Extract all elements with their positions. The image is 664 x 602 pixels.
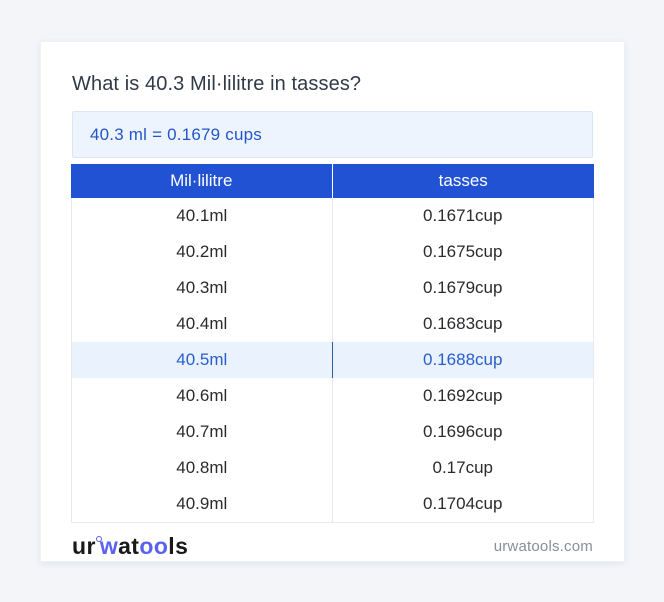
table-row[interactable]: 40.7ml 0.1696cup: [72, 414, 593, 450]
millilitre-value: 40.5ml: [72, 342, 333, 378]
page-title: What is 40.3 Mil·lilitre in tasses?: [72, 73, 362, 95]
table-row[interactable]: 40.4ml 0.1683cup: [72, 306, 593, 342]
footer: ur w at oo ls urwatools.com: [72, 523, 593, 563]
cup-value: 0.1692cup: [423, 386, 503, 405]
table-header-row: Mil·lilitre tasses: [71, 164, 594, 198]
converter-card: What is 40.3 Mil·lilitre in tasses? 40.3…: [40, 41, 625, 562]
millilitre-value: 40.8ml: [72, 450, 333, 486]
table-row[interactable]: 40.8ml 0.17cup: [72, 450, 593, 486]
table-body: 40.1ml 0.1671cup 40.2ml 0.1675cup 40.3ml 0.16…: [71, 198, 594, 523]
conversion-result-box: 40.3 ml = 0.1679 cups: [72, 111, 593, 158]
cup-value: 0.1696cup: [423, 422, 503, 441]
logo-text-part: at: [118, 533, 140, 559]
logo-text-part: ls: [168, 533, 189, 559]
site-domain-text: urwatools.com: [493, 538, 593, 555]
logo-text-part: w: [99, 533, 119, 559]
millilitre-value: 40.6ml: [72, 378, 333, 414]
cup-value: 0.1675cup: [423, 242, 503, 261]
millilitre-value: 40.1ml: [72, 198, 333, 234]
table-row[interactable]: 40.1ml 0.1671cup: [72, 198, 593, 234]
table-row[interactable]: 40.2ml 0.1675cup: [72, 234, 593, 270]
conversion-result-text: 40.3 ml = 0.1679 cups: [90, 124, 262, 144]
cup-value: 0.1688cup: [423, 350, 503, 369]
table-row[interactable]: 40.3ml 0.1679cup: [72, 270, 593, 306]
logo-text-part: ur: [72, 533, 96, 559]
cup-value: 0.1704cup: [423, 494, 503, 513]
millilitre-value: 40.7ml: [72, 414, 333, 450]
logo-ring-icon: [95, 536, 102, 542]
logo-text-part: oo: [139, 533, 169, 559]
table-header-tasses: tasses: [438, 171, 488, 190]
millilitre-value: 40.9ml: [72, 486, 333, 522]
cup-value: 0.1679cup: [423, 278, 503, 297]
cup-value: 0.1683cup: [423, 314, 503, 333]
conversion-table: Mil·lilitre tasses 40.1ml 0.1671cup 40.2ml…: [71, 164, 594, 523]
table-row[interactable]: 40.6ml 0.1692cup: [72, 378, 593, 414]
millilitre-value: 40.3ml: [72, 270, 333, 306]
cup-value: 0.1671cup: [423, 206, 503, 225]
millilitre-value: 40.4ml: [72, 306, 333, 342]
table-row[interactable]: 40.9ml 0.1704cup: [72, 486, 593, 522]
table-header-millilitre: Mil·lilitre: [71, 164, 333, 198]
urwatools-logo[interactable]: ur w at oo ls: [72, 533, 188, 560]
millilitre-value: 40.2ml: [72, 234, 333, 270]
cup-value: 0.17cup: [432, 458, 494, 477]
table-row[interactable]: 40.5ml 0.1688cup: [72, 342, 593, 378]
